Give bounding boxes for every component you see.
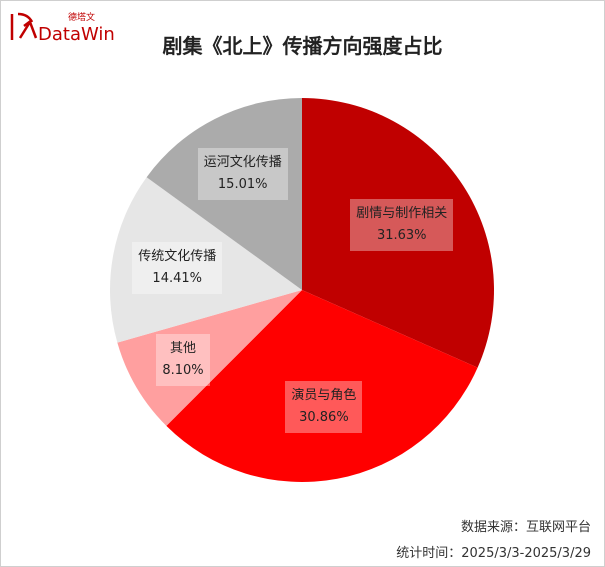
stat-period-note: 统计时间：2025/3/3-2025/3/29 (396, 546, 591, 561)
slice-label-2: 其他 8.10% (156, 334, 210, 387)
pie-slice-1 (166, 290, 478, 482)
slice-label-4: 运河文化传播 15.01% (197, 147, 288, 200)
slice-label-name: 传统文化传播 (138, 248, 217, 264)
data-source-note: 数据来源：互联网平台 (460, 520, 591, 535)
logo-cn-text: 德塔文 (68, 13, 96, 23)
slice-label-name: 运河文化传播 (203, 154, 282, 170)
slice-label-value: 8.10% (162, 363, 204, 379)
slice-label-value: 14.41% (152, 270, 202, 286)
pie-slice-2 (117, 290, 303, 426)
slice-label-name: 其他 (170, 341, 197, 357)
pie-slice-0 (302, 98, 494, 368)
datawin-logo: 德塔文 DataWin (8, 8, 128, 48)
pie-slice-4 (146, 98, 302, 290)
chart-title: 剧集《北上》传播方向强度占比 (162, 34, 443, 58)
slice-label-value: 31.63% (376, 228, 427, 244)
slice-label-3: 传统文化传播 14.41% (132, 241, 223, 294)
slice-label-value: 30.86% (299, 410, 349, 425)
slice-label-1: 演员与角色 30.86% (285, 381, 363, 433)
logo-mark-icon (10, 12, 38, 40)
slice-label-name: 演员与角色 (291, 388, 357, 403)
slice-label-0: 剧情与制作相关 31.63% (350, 199, 454, 252)
slice-label-name: 剧情与制作相关 (356, 206, 448, 222)
pie-slice-3 (110, 177, 302, 343)
logo-en-text: DataWin (38, 24, 115, 45)
slice-label-value: 15.01% (217, 176, 268, 192)
